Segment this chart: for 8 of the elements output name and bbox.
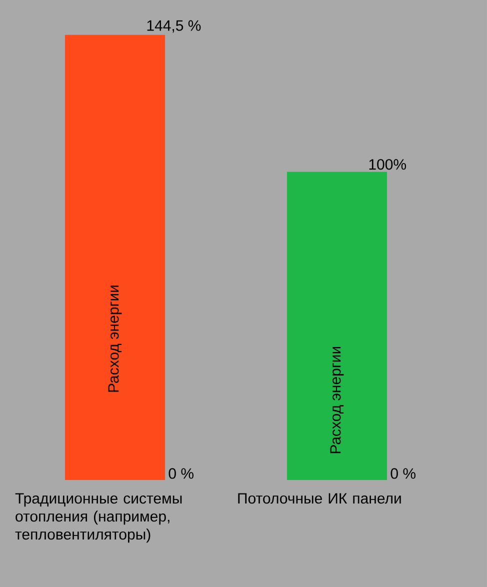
- x-tick-label: Традиционные системы отопления (например, тепловентиляторы): [15, 493, 182, 543]
- annotation: Расход энергии: [330, 346, 344, 454]
- annotation: 0 %: [168, 468, 194, 479]
- data-label: 100%: [369, 159, 406, 170]
- annotation: 0 %: [390, 468, 416, 479]
- data-label: 144,5 %: [147, 20, 201, 33]
- annotation: Расход энергии: [108, 286, 122, 392]
- x-tick-label: Потолочные ИК панели: [238, 493, 401, 504]
